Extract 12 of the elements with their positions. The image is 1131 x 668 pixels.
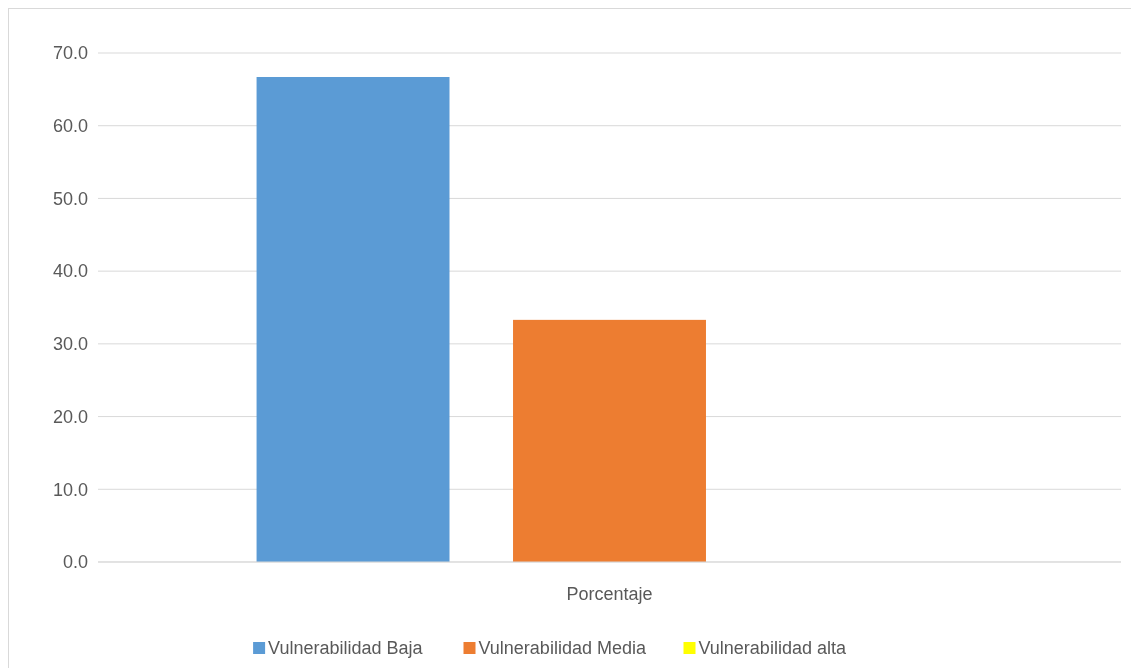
y-tick-label: 10.0 (52, 479, 88, 500)
y-tick-label: 70.0 (52, 43, 88, 64)
y-tick-label: 20.0 (52, 406, 88, 427)
legend-label: Vulnerabilidad alta (698, 638, 847, 659)
y-tick-label: 0.0 (62, 552, 88, 573)
y-tick-label: 40.0 (52, 261, 88, 282)
y-tick-label: 50.0 (52, 188, 88, 209)
y-tick-label: 30.0 (52, 334, 88, 355)
legend-label: Vulnerabilidad Media (478, 638, 647, 659)
legend-label: Vulnerabilidad Baja (268, 638, 424, 659)
x-tick-label: Porcentaje (566, 584, 653, 604)
y-tick-label: 60.0 (52, 116, 88, 137)
